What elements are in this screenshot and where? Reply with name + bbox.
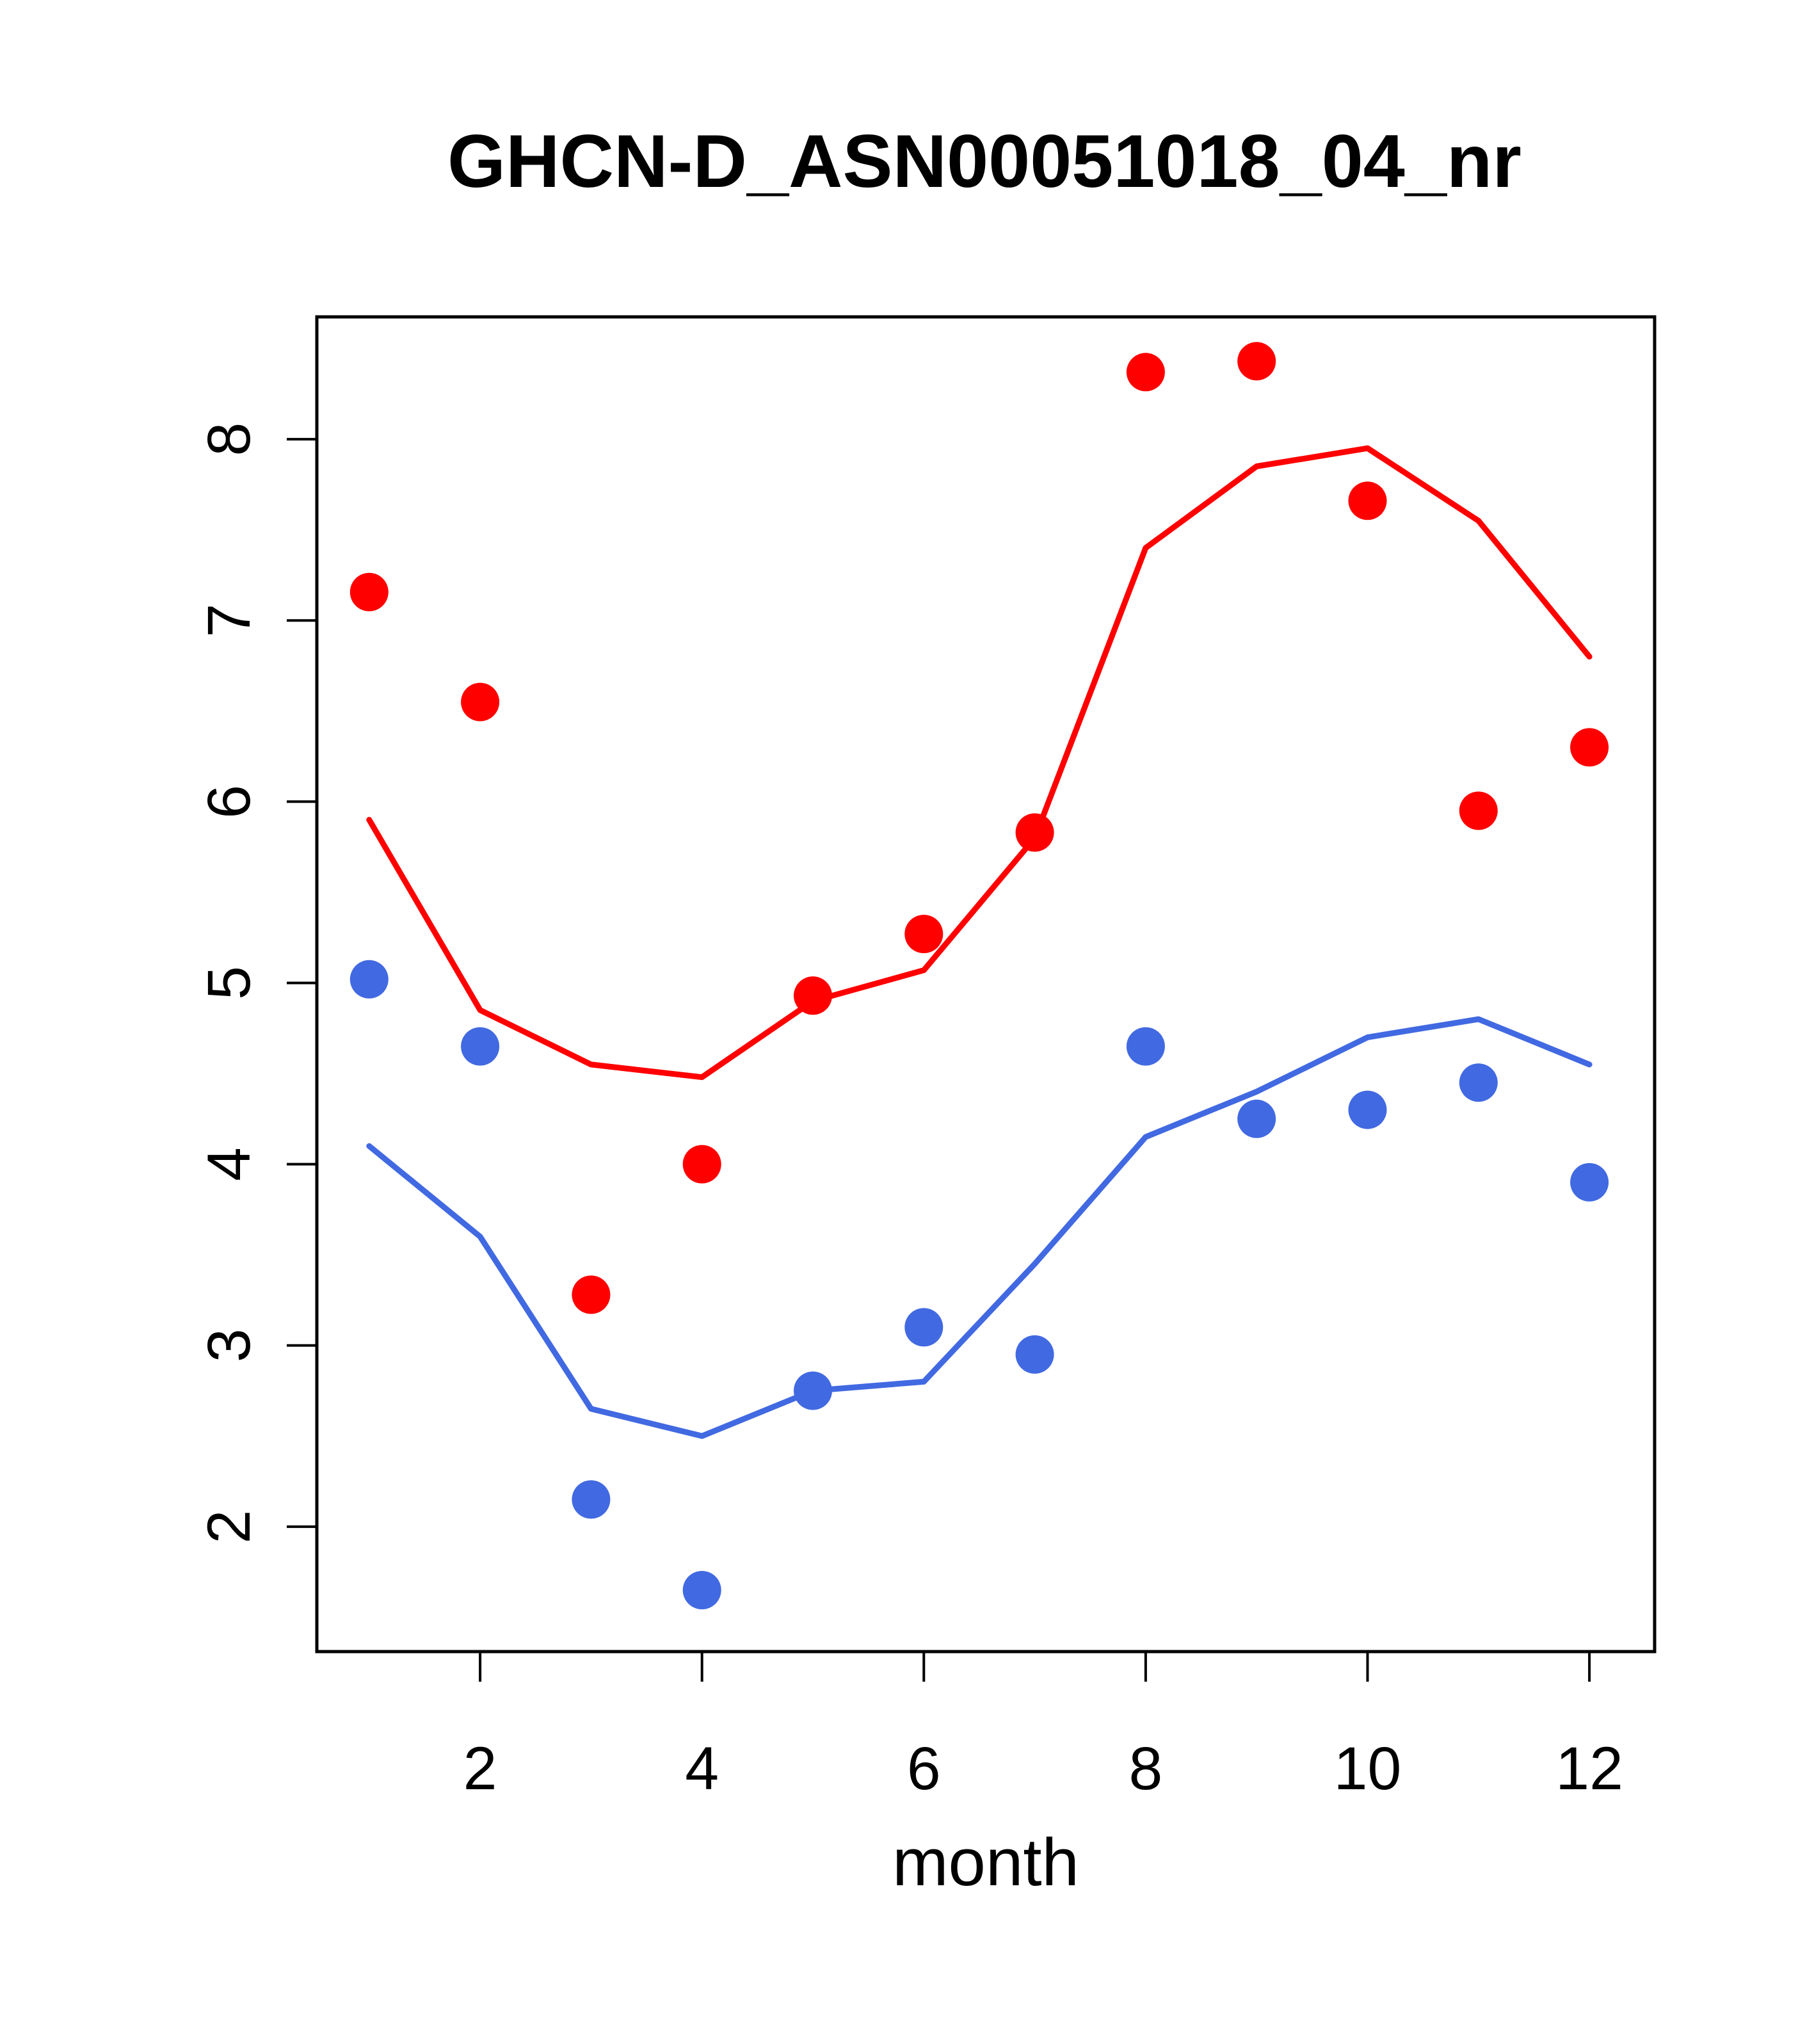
svg-text:2: 2 [463, 1735, 497, 1803]
svg-text:6: 6 [907, 1735, 941, 1803]
svg-text:4: 4 [195, 1147, 263, 1181]
svg-text:5: 5 [195, 966, 263, 1000]
svg-text:GHCN-D_ASN00051018_04_nr: GHCN-D_ASN00051018_04_nr [447, 119, 1521, 203]
svg-text:3: 3 [195, 1328, 263, 1362]
svg-text:month: month [892, 1825, 1079, 1900]
svg-text:8: 8 [1128, 1735, 1162, 1803]
svg-text:6: 6 [195, 785, 263, 819]
svg-text:7: 7 [195, 604, 263, 638]
svg-text:12: 12 [1555, 1735, 1623, 1803]
svg-text:10: 10 [1334, 1735, 1402, 1803]
svg-text:2: 2 [195, 1509, 263, 1543]
svg-text:4: 4 [685, 1735, 719, 1803]
svg-text:8: 8 [195, 422, 263, 456]
